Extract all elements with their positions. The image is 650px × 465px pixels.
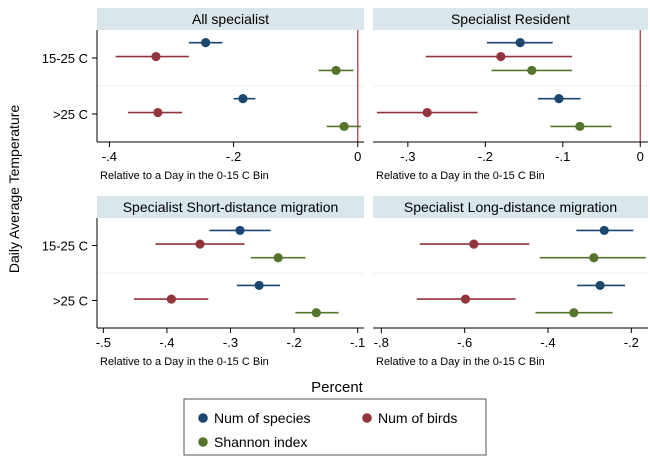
estimate-point	[151, 51, 161, 62]
panel-title-strip	[373, 8, 648, 30]
estimate-point	[515, 38, 525, 48]
estimate-point	[238, 94, 248, 104]
legend-label: Shannon index	[214, 434, 307, 450]
x-tick-label: -.2	[624, 335, 639, 350]
y-category-label: >25 C	[53, 107, 88, 122]
panel: All specialist -.4 -.2 0 Relative to a Day i…	[42, 8, 364, 182]
estimate-point	[201, 38, 211, 48]
estimate-point	[554, 94, 564, 104]
y-category-label: >25 C	[53, 294, 88, 309]
estimate-point	[575, 121, 585, 132]
estimate-point	[460, 294, 471, 304]
x-axis-label: Relative to a Day in the 0-15 C Bin	[376, 356, 545, 368]
estimate-point	[235, 225, 245, 236]
estimate-point	[331, 65, 341, 76]
x-tick-label: -.1	[350, 335, 365, 350]
estimate-point	[496, 51, 506, 62]
estimate-point	[273, 253, 283, 263]
x-axis-label: Relative to a Day in the 0-15 C Bin	[100, 356, 269, 368]
estimate-point	[311, 308, 321, 318]
x-tick-label: 0	[354, 149, 361, 164]
estimate-point	[195, 239, 205, 249]
panel-title: Specialist Long-distance migration	[404, 199, 617, 215]
estimate-point	[469, 239, 479, 249]
panel-title-strip	[97, 196, 364, 218]
legend-label: Num of species	[214, 410, 310, 426]
y-axis-title: Daily Average Temperature	[6, 105, 22, 274]
estimate-point	[589, 253, 599, 263]
estimate-point	[595, 280, 605, 291]
x-tick-label: -.4	[102, 149, 117, 164]
estimate-point	[569, 308, 579, 318]
x-axis-label: Relative to a Day in the 0-15 C Bin	[100, 170, 269, 182]
estimate-point	[254, 280, 264, 291]
panel-grid: All specialist -.4 -.2 0 Relative to a Day i…	[42, 8, 648, 368]
x-tick-label: -.1	[555, 149, 570, 164]
estimate-point	[153, 107, 163, 118]
x-axis-title: Percent	[311, 379, 364, 396]
legend-label: Num of birds	[378, 410, 457, 426]
panel: Specialist Long-distance migration -.8 -.6…	[373, 196, 648, 368]
estimate-point	[422, 107, 432, 118]
x-tick-label: -.2	[226, 149, 241, 164]
x-tick-label: -.2	[478, 149, 493, 164]
panel: Specialist Short-distance migration -.5 -.…	[42, 196, 365, 368]
legend-box	[183, 398, 487, 456]
legend-marker	[198, 413, 208, 423]
x-tick-label: 0	[637, 149, 644, 164]
panel-title: Specialist Resident	[451, 11, 570, 27]
estimate-point	[166, 294, 176, 304]
legend-marker	[198, 437, 208, 447]
estimate-point	[527, 65, 537, 76]
panel: Specialist Resident -.3 -.2 -.1 0 Relative to…	[373, 8, 648, 182]
x-tick-label: -.6	[457, 335, 472, 350]
y-category-label: 15-25 C	[42, 51, 88, 66]
panel-title-strip	[97, 8, 364, 30]
estimate-point	[339, 121, 349, 132]
x-tick-label: -.5	[96, 335, 111, 350]
panel-title: Specialist Short-distance migration	[123, 199, 339, 215]
legend: Num of species Num of birds Shannon index	[183, 398, 487, 456]
y-category-label: 15-25 C	[42, 239, 88, 254]
legend-marker	[362, 413, 372, 423]
x-tick-label: -.8	[374, 335, 389, 350]
x-tick-label: -.2	[286, 335, 301, 350]
panel-title: All specialist	[192, 11, 269, 27]
x-axis-label: Relative to a Day in the 0-15 C Bin	[376, 170, 545, 182]
estimate-point	[599, 225, 609, 236]
x-tick-label: -.3	[223, 335, 238, 350]
x-tick-label: -.4	[159, 335, 174, 350]
x-tick-label: -.3	[400, 149, 415, 164]
x-tick-label: -.4	[540, 335, 555, 350]
panel-title-strip	[373, 196, 648, 218]
